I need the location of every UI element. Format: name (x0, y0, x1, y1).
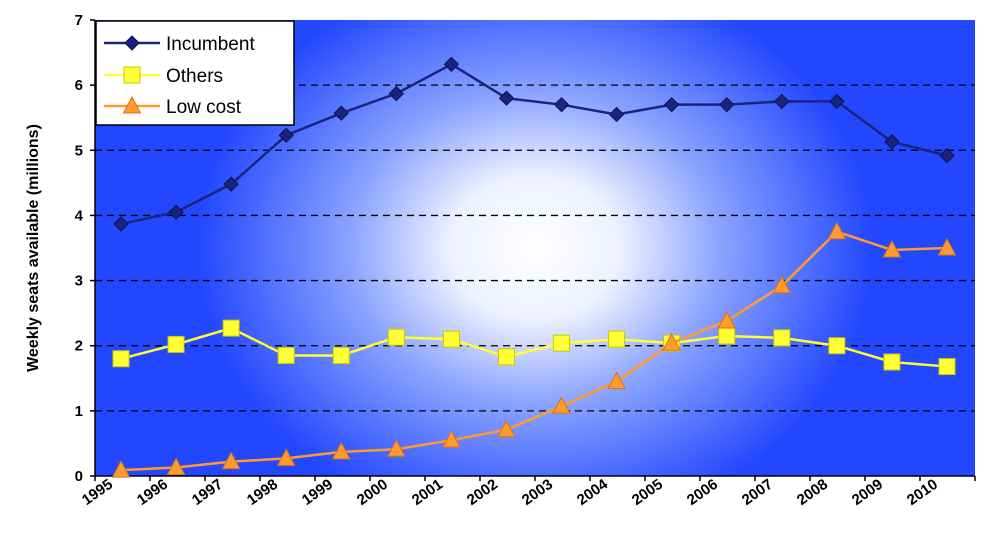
x-tick-label: 1996 (134, 476, 171, 509)
legend-marker (124, 35, 140, 51)
legend-marker (123, 66, 141, 84)
data-point (717, 310, 737, 329)
y-tick-label: 7 (75, 12, 83, 29)
y-tick-label: 5 (75, 142, 83, 159)
x-tick-label: 2008 (794, 476, 831, 509)
legend-label: Incumbent (166, 34, 255, 55)
data-point (221, 451, 241, 470)
data-point (387, 439, 406, 457)
data-point (883, 353, 901, 371)
data-point (388, 85, 405, 102)
data-point (772, 275, 792, 294)
data-point (333, 105, 349, 121)
legend-item: Low cost (104, 95, 242, 118)
x-tick-label: 2002 (464, 476, 501, 509)
x-tick-label: 1998 (244, 476, 281, 509)
x-tick-label: 2004 (574, 475, 612, 508)
x-tick-label: 2006 (684, 476, 721, 509)
legend-item: Others (104, 66, 223, 87)
y-axis-title: Weekly seats available (millions) (25, 124, 42, 372)
data-point (553, 96, 570, 113)
data-point (773, 329, 791, 347)
y-tick-label: 0 (75, 468, 83, 485)
y-tick-label: 2 (75, 338, 83, 355)
data-point (884, 134, 900, 150)
series-incumbent (113, 56, 955, 232)
data-point (662, 333, 681, 351)
x-tick-label: 1999 (299, 476, 336, 509)
series-low-cost (111, 221, 957, 478)
legend-label: Others (166, 66, 223, 87)
data-point (331, 441, 351, 460)
data-point (663, 96, 680, 113)
data-point (553, 334, 571, 352)
data-point (112, 350, 130, 368)
data-point (497, 419, 516, 438)
data-point (719, 96, 735, 113)
x-tick-label: 2010 (904, 476, 941, 509)
x-tick-label: 1997 (189, 476, 226, 509)
data-point (167, 335, 185, 353)
data-point (828, 337, 846, 355)
data-point (222, 319, 240, 337)
data-point (277, 346, 295, 364)
data-point (829, 93, 845, 110)
x-tick-label: 2000 (354, 476, 391, 509)
x-tick-label: 2005 (629, 476, 666, 509)
y-tick-label: 6 (75, 77, 83, 94)
data-point (497, 348, 515, 366)
data-point (442, 430, 461, 448)
data-point (827, 221, 847, 240)
data-point (111, 460, 131, 478)
legend-label: Low cost (166, 97, 242, 118)
data-point (938, 358, 956, 376)
legend-marker (122, 95, 142, 114)
x-tick-label: 1995 (79, 476, 116, 509)
data-point (608, 106, 625, 123)
series-line (120, 63, 948, 226)
data-point (332, 346, 350, 364)
data-point (937, 237, 957, 256)
data-point (939, 147, 955, 164)
data-point (608, 330, 626, 348)
series-line (120, 326, 948, 368)
data-point (278, 127, 294, 144)
x-tick-label: 2009 (849, 476, 886, 509)
data-point (774, 93, 790, 110)
data-point (607, 371, 626, 390)
x-tick-label: 2003 (519, 476, 556, 509)
legend: Incumbent Others Low cost (95, 20, 295, 126)
y-tick-label: 4 (75, 207, 84, 224)
y-axis-ticks: 0 1 2 3 4 5 6 7 (75, 12, 95, 485)
data-point (223, 176, 239, 192)
y-tick-label: 1 (75, 403, 83, 420)
data-point (166, 457, 186, 476)
data-point (276, 448, 296, 466)
data-point (168, 204, 184, 220)
data-point (718, 327, 736, 345)
x-axis-ticks: 1995 1996 1997 1998 1999 2000 2001 2002 2003 2004… (79, 475, 976, 509)
data-point (113, 216, 129, 232)
series-others (112, 319, 956, 376)
data-point (882, 239, 902, 258)
x-tick-label: 2001 (409, 476, 446, 509)
y-tick-label: 3 (75, 273, 83, 290)
series-line (120, 230, 948, 472)
data-point (387, 328, 405, 346)
data-point (552, 396, 571, 414)
data-point (443, 56, 460, 73)
series-layer (111, 56, 957, 478)
data-point (442, 330, 460, 348)
legend-item: Incumbent (104, 34, 255, 55)
x-tick-label: 2007 (739, 476, 776, 509)
data-point (498, 90, 515, 106)
